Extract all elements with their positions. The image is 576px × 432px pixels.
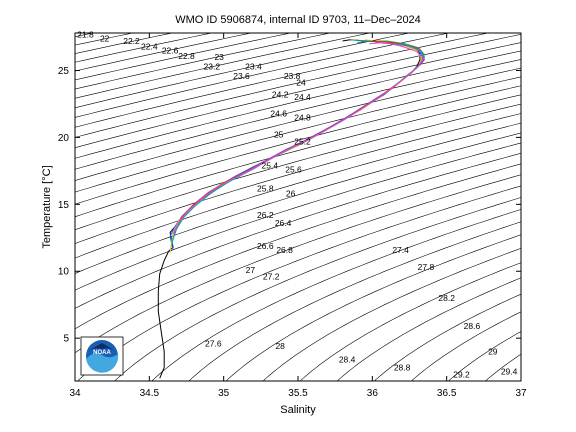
chart-title: WMO ID 5906874, internal ID 9703, 11–Dec… — [175, 14, 421, 26]
density-contour-line — [151, 209, 521, 381]
x-tick-label: 34.5 — [140, 388, 160, 399]
density-contour-line — [75, 67, 521, 181]
density-contour-line — [75, 94, 521, 218]
contour-label: 28.2 — [438, 293, 455, 303]
contour-label: 27.4 — [392, 245, 409, 255]
density-contour-line — [75, 113, 521, 244]
contour-label: 25.6 — [285, 165, 302, 175]
density-contour-line — [75, 50, 521, 159]
contour-label: 25.4 — [262, 161, 279, 171]
contour-label: 28.6 — [464, 321, 481, 331]
contour-label: 24.6 — [270, 108, 287, 118]
density-contour-line — [262, 247, 521, 381]
density-contour-line — [410, 311, 521, 381]
density-contour-line — [75, 33, 450, 118]
density-contour-line — [225, 234, 521, 381]
density-contour-line — [75, 42, 521, 149]
contour-label: 28.8 — [394, 363, 411, 373]
contour-label: 23.6 — [233, 71, 250, 81]
density-contour-line — [188, 221, 521, 381]
contour-label: 26 — [286, 189, 296, 199]
contour-label: 27.2 — [263, 272, 280, 282]
density-contour-line — [373, 293, 521, 381]
density-contour-line — [75, 152, 521, 309]
contour-label: 26.2 — [257, 210, 274, 220]
y-axis-ticks: 5 10 15 20 25 — [58, 66, 521, 345]
contour-label: 27.8 — [418, 262, 435, 272]
contour-label: 21.8 — [77, 29, 94, 39]
profile-series — [157, 39, 425, 379]
density-contour-line — [447, 331, 521, 381]
density-contour-line — [75, 163, 521, 330]
contour-label: 26.4 — [275, 218, 292, 228]
x-tick-label: 36.5 — [437, 388, 457, 399]
density-contour-line — [75, 122, 521, 259]
contour-label: 29.4 — [501, 367, 518, 377]
density-contour-line — [75, 33, 490, 128]
contour-label: 26.8 — [276, 245, 293, 255]
density-contour-line — [75, 174, 521, 354]
contour-label: 24.2 — [272, 90, 289, 100]
contour-label: 26.6 — [257, 241, 274, 251]
profile-line — [172, 41, 424, 235]
contour-label: 22.2 — [123, 36, 140, 46]
x-axis-ticks: 34 34.5 35 35.5 36 36.5 37 — [69, 33, 527, 399]
density-contour-line — [75, 33, 292, 81]
contour-label: 28.4 — [339, 355, 356, 365]
contour-label: 29.2 — [453, 369, 470, 379]
density-contour-line — [75, 33, 332, 90]
contour-label: 25.8 — [257, 183, 274, 193]
contour-label: 25.2 — [294, 136, 311, 146]
contour-label: 27 — [246, 265, 256, 275]
contour-label: 25 — [274, 130, 284, 140]
density-contour-line — [114, 197, 521, 381]
contour-label: 24.8 — [294, 112, 311, 122]
contour-label: 24.4 — [294, 92, 311, 102]
density-contour-line — [75, 142, 521, 291]
contour-label: 28 — [275, 341, 285, 351]
contour-label: 24 — [296, 78, 306, 88]
x-tick-label: 36 — [367, 388, 379, 399]
contour-label: 23 — [214, 52, 224, 62]
x-tick-label: 35.5 — [288, 388, 308, 399]
contour-label: 23.8 — [284, 71, 301, 81]
contour-label: 22.8 — [178, 51, 195, 61]
y-axis-label: Temperature [°C] — [41, 165, 53, 248]
y-tick-label: 20 — [58, 133, 70, 144]
x-tick-label: 37 — [515, 388, 527, 399]
contour-label: 23.4 — [245, 62, 262, 72]
contour-label: 23.2 — [204, 62, 221, 72]
density-contour-line — [75, 33, 371, 99]
contour-label: 27.6 — [205, 339, 222, 349]
noaa-logo: NOAA — [80, 336, 124, 376]
contour-label: 29 — [488, 347, 498, 357]
contour-label: 22.6 — [162, 45, 179, 55]
density-contour-line — [75, 34, 521, 138]
density-contour-line — [336, 277, 521, 381]
noaa-logo-text: NOAA — [93, 350, 111, 356]
contour-label: 22 — [100, 33, 110, 43]
density-contour-line — [75, 33, 411, 109]
density-contour-line — [75, 132, 521, 274]
density-contour-line — [75, 103, 521, 231]
y-tick-label: 15 — [58, 200, 70, 211]
x-tick-label: 34 — [69, 388, 81, 399]
y-tick-label: 5 — [63, 334, 69, 345]
density-contour-line — [299, 262, 521, 381]
density-contour-line — [75, 59, 521, 170]
y-tick-label: 10 — [58, 267, 70, 278]
x-axis-label: Salinity — [280, 404, 316, 416]
x-tick-label: 35 — [218, 388, 230, 399]
y-tick-label: 25 — [58, 66, 70, 77]
contour-label: 22.4 — [141, 41, 158, 51]
